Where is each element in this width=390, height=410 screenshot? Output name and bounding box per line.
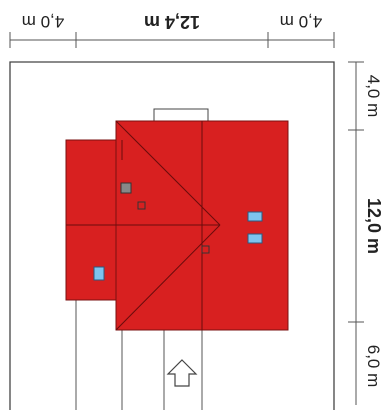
roof-ridge-lines [66,120,221,331]
top-dimension: 4,0 m 12,4 m 4,0 m [9,12,335,48]
dim-top-left: 4,0 m [22,12,65,31]
skylight [247,233,263,244]
plot-boundary [9,61,335,410]
chimney [120,182,132,194]
skylight [247,211,263,222]
roof-hip-line [115,120,221,226]
porch-canopy [153,108,209,122]
right-dimension: 4,0 m 12,0 m 6,0 m [348,61,384,405]
dim-right-middle: 12,0 m [364,198,384,254]
roof-vent [137,201,146,210]
roof-hip-line [115,224,221,331]
roof-vent [201,245,210,254]
dim-top-right: 4,0 m [280,12,323,31]
driveway [75,300,203,410]
up-arrow-icon [166,359,198,387]
dim-top-center: 12,4 m [144,12,200,32]
skylight [93,266,105,281]
dim-right-top: 4,0 m [364,75,383,118]
dim-right-bottom: 6,0 m [364,345,383,388]
